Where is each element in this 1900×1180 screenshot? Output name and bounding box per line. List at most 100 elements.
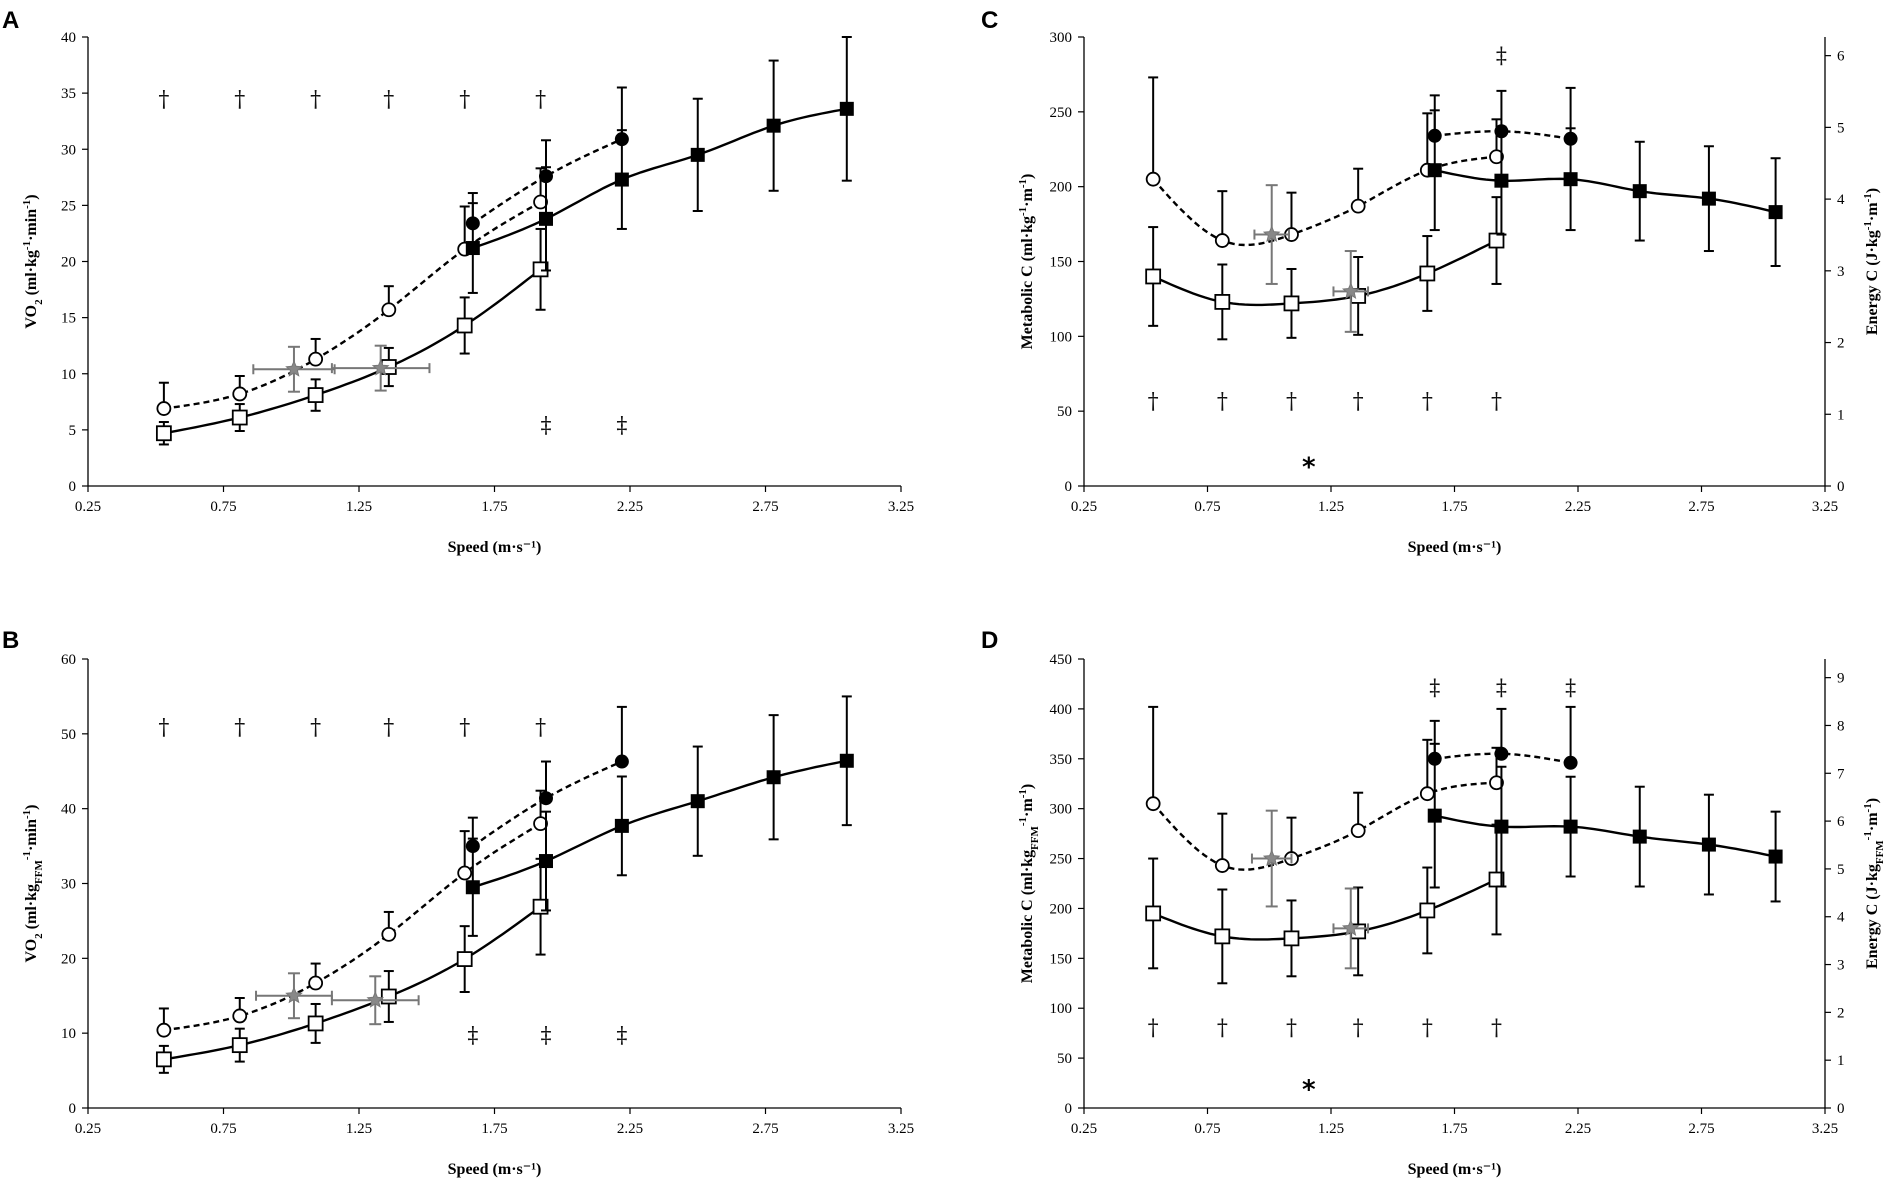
panel-a-y-tick-label: 40 [61,30,76,46]
panel-b-dagger-annotation: † [234,715,245,740]
panel-d-open-circle-marker [1145,796,1161,812]
panel-c-x-tick-label: 1.25 [1318,499,1344,515]
panel-d-y2-tick-label: 1 [1837,1053,1845,1069]
panel-c-y2-axis-title: Energy C (J·kg-1·m-1) [1862,188,1881,335]
panel-c-x-tick-label: 1.75 [1441,499,1467,515]
panel-b-x-tick-label: 1.75 [481,1121,507,1137]
panel-d-dagger-annotation: † [1148,1016,1159,1041]
panel-b-y-tick-label: 10 [61,1026,76,1042]
panel-a-dagger-annotation: † [535,88,546,113]
panel-c-y-tick-label: 0 [1065,479,1073,495]
panel-b-open-square-marker [380,988,397,1005]
panel-d-chart: D0.25 0.75 1.25 1.75 2.25 2.75 3.2505010015020… [981,627,1886,1178]
panel-b-filled-square-marker [538,854,553,869]
panel-a-double-dagger-annotation: ‡ [540,413,551,438]
panel-b-grey-star-marker [366,990,385,1008]
panel-a-y-tick-label: 10 [61,367,76,383]
panel-a-open-circle-marker [308,351,324,367]
panel-a-y-axis-title-part: -1 [21,241,33,250]
panel-c-y2-axis-title-part: -1 [1862,221,1874,230]
panel-b-y-tick-label: 50 [61,727,76,743]
panel-b-filled-square-marker [614,818,629,833]
panel-c-filled-square-marker [1701,191,1716,206]
panel-d-open-circle-marker [1214,858,1230,873]
panel-a-double-dagger-annotation: ‡ [616,413,627,438]
panel-b-filled-square-marker [690,794,705,809]
panel-a-chart: A 0.25 0.75 1.25 1.75 2.25 2.75 3.25 0 5 10 15 20 25 3… [2,7,914,556]
panel-b-x-axis-title: Speed (m·s⁻¹) [448,1161,542,1178]
panel-a-filled-square-marker [465,241,480,256]
panel-a-y-axis-title-part: (ml·kg [23,250,40,299]
panel-d-asterisk-annotation: * [1302,1075,1316,1105]
panel-a-filled-square-marker [614,172,629,187]
panel-a-fit-curve-filled-square [472,107,848,250]
panel-a-filled-square-marker [690,147,705,162]
panel-b-fit-curve-open-circle [163,822,542,1032]
panel-a-open-circle-marker [156,401,172,416]
panel-d-filled-square-marker [1494,819,1509,834]
panel-c-open-square-marker [1419,265,1436,282]
panel-a-dagger-annotation: † [310,88,321,113]
panel-d-y-tick-label: 0 [1065,1101,1073,1117]
panel-b-filled-square-marker [766,770,781,785]
panel-d-filled-square-marker [1768,849,1783,864]
panel-b-open-circle-marker [381,926,397,942]
panel-d-open-square-marker [1283,930,1300,947]
panel-d-dagger-annotation: † [1353,1016,1364,1041]
panel-c-y2-axis-title-part: ) [1864,188,1881,193]
panel-d-open-circle-marker [1489,775,1504,791]
panel-c-y-tick-label: 200 [1050,180,1073,196]
panel-d-fit-curve-open-square [1152,878,1498,941]
panel-d-y2-tick-label: 5 [1837,862,1845,878]
panel-a-y-axis-title: VO2 (ml·kg-1·min-1) [21,194,45,328]
panel-d-y2-axis-title-part: -1 [1862,831,1874,840]
panel-c-y2-tick-label: 1 [1837,407,1845,423]
panel-a-dagger-annotation: † [234,88,245,113]
panel-a-y-axis-title-part: VO [23,305,40,329]
panel-a-dagger-annotation: † [383,88,394,113]
panel-d-open-square-marker [1419,902,1436,919]
panel-a-y-tick-label: 0 [69,479,77,495]
panel-b-open-square-marker [155,1051,172,1068]
panel-d-y2-tick-label: 9 [1837,671,1845,687]
panel-b-filled-square-marker [465,880,480,895]
panel-c-y-axis-title-part: ·m [1019,188,1036,207]
panel-b-y-axis-title-part: VO [23,939,40,963]
panel-a-x-tick-label: 2.25 [617,499,643,515]
panel-d-y-tick-label: 350 [1050,752,1073,768]
panel-d-double-dagger-annotation: ‡ [1429,676,1440,701]
panel-c-filled-square-marker [1768,205,1783,220]
panel-a-y-tick-label: 5 [69,423,77,439]
panel-c-filled-square-marker [1427,163,1442,178]
panel-b-open-square-marker [456,951,473,967]
panel-a-open-circle-marker [381,302,397,318]
panel-b-y-axis-title: VO2 (ml·kgFFM-1·min-1) [21,804,45,962]
panel-b-dagger-annotation: † [459,715,470,740]
panel-c-fit-curve-filled-square [1434,169,1776,214]
panel-d-grey-star-marker [1341,919,1360,936]
panel-d-x-tick-label: 1.25 [1318,1121,1344,1137]
panel-b-x-tick-label: 2.75 [752,1121,778,1137]
panel-d-y-axis-title-part: -1 [1017,789,1029,798]
panel-a-y-tick-label: 25 [61,198,76,214]
panel-d-x-axis-title: Speed (m·s⁻¹) [1408,1161,1502,1178]
panel-d-y2-axis-title-part: ) [1864,798,1881,803]
panel-b-letter: B [2,627,19,654]
panel-a-y-tick-label: 35 [61,86,76,102]
panel-b-dagger-annotation: † [383,715,394,740]
panel-b-open-circle-marker [457,865,473,881]
panel-b-filled-circle-marker [538,791,553,806]
panel-c-y2-axis-title-part: ·m [1864,202,1881,221]
panel-c-chart: C0.25 0.75 1.25 1.75 2.25 2.75 3.2505010015020… [981,7,1881,556]
panel-d-y2-tick-label: 4 [1837,910,1845,926]
panel-b-double-dagger-annotation: ‡ [616,1024,627,1049]
panel-a-x-tick-label: 3.25 [888,499,914,515]
panel-c-y-axis-title-part: -1 [1017,179,1029,188]
panel-c-double-dagger-annotation: ‡ [1496,44,1507,69]
panel-d-x-tick-label: 2.25 [1565,1121,1591,1137]
panel-c-y-tick-label: 100 [1050,329,1073,345]
panel-d-filled-square-marker [1427,808,1442,823]
panel-b-open-square-marker [307,1015,324,1032]
panel-c-open-circle-marker [1145,171,1161,187]
